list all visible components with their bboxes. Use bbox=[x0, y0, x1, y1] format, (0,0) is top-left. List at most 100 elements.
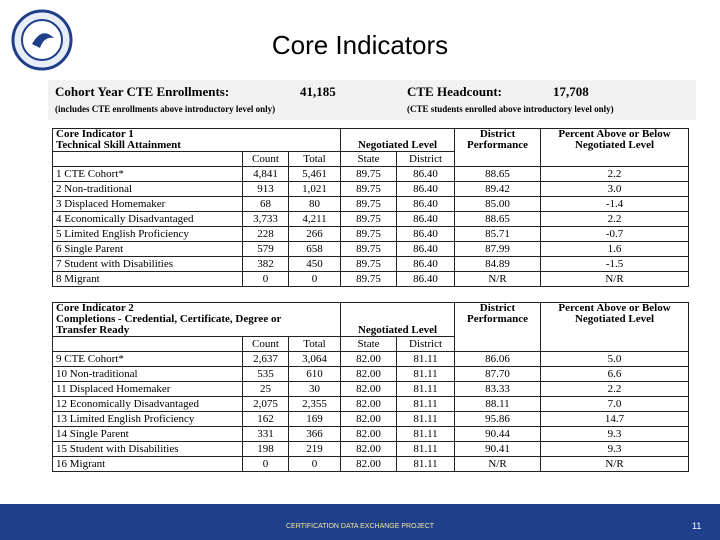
value-cell: 81.11 bbox=[396, 441, 456, 457]
column-header: State bbox=[340, 336, 398, 352]
row-label: 9 CTE Cohort* bbox=[52, 351, 243, 367]
percent-header: Percent Above or Below Negotiated Level bbox=[540, 128, 690, 167]
value-cell: N/R bbox=[540, 456, 690, 472]
data-row: 7 Student with Disabilities 382 450 89.75 86… bbox=[52, 256, 690, 272]
value-cell: 86.40 bbox=[396, 181, 456, 197]
data-row: 16 Migrant 0 0 82.00 81.11 N/R N/R bbox=[52, 456, 690, 472]
value-cell: -1.4 bbox=[540, 196, 690, 212]
value-cell: 86.40 bbox=[396, 271, 456, 287]
value-cell: 0 bbox=[242, 456, 289, 472]
value-cell: 82.00 bbox=[340, 411, 398, 427]
data-row: 5 Limited English Proficiency 228 266 89.75… bbox=[52, 226, 690, 242]
value-cell: 87.99 bbox=[454, 241, 542, 257]
blank-cell bbox=[52, 336, 243, 352]
district-header: District Performance bbox=[454, 128, 542, 167]
value-cell: 658 bbox=[287, 241, 342, 257]
value-cell: 450 bbox=[287, 256, 342, 272]
value-cell: 81.11 bbox=[396, 366, 456, 382]
value-cell: 610 bbox=[287, 366, 342, 382]
value-cell: 88.11 bbox=[454, 396, 542, 412]
value-cell: 89.75 bbox=[340, 211, 398, 227]
blank-cell bbox=[52, 151, 243, 167]
value-cell: 89.75 bbox=[340, 241, 398, 257]
data-row: 2 Non-traditional 913 1,021 89.75 86.40 89.42… bbox=[52, 181, 690, 197]
value-cell: 1,021 bbox=[287, 181, 342, 197]
value-cell: 90.41 bbox=[454, 441, 542, 457]
value-cell: 5,461 bbox=[287, 166, 342, 182]
value-cell: 228 bbox=[242, 226, 289, 242]
value-cell: 366 bbox=[287, 426, 342, 442]
value-cell: 80 bbox=[287, 196, 342, 212]
data-row: 4 Economically Disadvantaged 3,733 4,211 89… bbox=[52, 211, 690, 227]
subheader-row: Count Total State District bbox=[52, 151, 689, 167]
row-label: 10 Non-traditional bbox=[52, 366, 243, 382]
value-cell: 14.7 bbox=[540, 411, 690, 427]
value-cell: 86.40 bbox=[396, 241, 456, 257]
value-cell: 82.00 bbox=[340, 396, 398, 412]
value-cell: 9.3 bbox=[540, 441, 690, 457]
row-label: 13 Limited English Proficiency bbox=[52, 411, 243, 427]
row-label: 15 Student with Disabilities bbox=[52, 441, 243, 457]
row-label: 14 Single Parent bbox=[52, 426, 243, 442]
footer-bar bbox=[0, 504, 720, 540]
footer-project: CERTIFICATION DATA EXCHANGE PROJECT bbox=[285, 523, 435, 530]
row-label: 3 Displaced Homemaker bbox=[52, 196, 243, 212]
value-cell: 7.0 bbox=[540, 396, 690, 412]
row-label: 12 Economically Disadvantaged bbox=[52, 396, 243, 412]
value-cell: 84.89 bbox=[454, 256, 542, 272]
value-cell: 0 bbox=[242, 271, 289, 287]
column-header: District bbox=[396, 336, 456, 352]
value-cell: 2,355 bbox=[287, 396, 342, 412]
data-row: 8 Migrant 0 0 89.75 86.40 N/R N/R bbox=[52, 271, 690, 287]
value-cell: 89.75 bbox=[340, 166, 398, 182]
row-label: 6 Single Parent bbox=[52, 241, 243, 257]
column-header: Total bbox=[287, 336, 342, 352]
value-cell: 89.75 bbox=[340, 256, 398, 272]
value-cell: 81.11 bbox=[396, 411, 456, 427]
row-label: 5 Limited English Proficiency bbox=[52, 226, 243, 242]
value-cell: 81.11 bbox=[396, 396, 456, 412]
data-row: 14 Single Parent 331 366 82.00 81.11 90.44 9.3 bbox=[52, 426, 690, 442]
page-number: 11 bbox=[692, 521, 702, 531]
value-cell: 266 bbox=[287, 226, 342, 242]
header-band bbox=[48, 80, 696, 120]
data-row: 12 Economically Disadvantaged 2,075 2,355 8… bbox=[52, 396, 690, 412]
title-line: Technical Skill Attainment bbox=[56, 139, 181, 151]
value-cell: 198 bbox=[242, 441, 289, 457]
column-header: District bbox=[396, 151, 456, 167]
subheader-row: Count Total State District bbox=[52, 336, 689, 352]
value-cell: N/R bbox=[454, 271, 542, 287]
row-label: 4 Economically Disadvantaged bbox=[52, 211, 243, 227]
value-cell: 90.44 bbox=[454, 426, 542, 442]
value-cell: 86.40 bbox=[396, 196, 456, 212]
value-cell: 89.75 bbox=[340, 271, 398, 287]
value-cell: 2.2 bbox=[540, 211, 690, 227]
row-label: 2 Non-traditional bbox=[52, 181, 243, 197]
value-cell: 68 bbox=[242, 196, 289, 212]
value-cell: 2.2 bbox=[540, 381, 690, 397]
value-cell: 2.2 bbox=[540, 166, 690, 182]
title-line: Transfer Ready bbox=[56, 324, 130, 336]
value-cell: 25 bbox=[242, 381, 289, 397]
value-cell: 30 bbox=[287, 381, 342, 397]
value-cell: 3,733 bbox=[242, 211, 289, 227]
value-cell: 81.11 bbox=[396, 351, 456, 367]
value-cell: 162 bbox=[242, 411, 289, 427]
value-cell: 0 bbox=[287, 271, 342, 287]
value-cell: 9.3 bbox=[540, 426, 690, 442]
value-cell: N/R bbox=[454, 456, 542, 472]
value-cell: 82.00 bbox=[340, 456, 398, 472]
value-cell: 86.40 bbox=[396, 226, 456, 242]
table-title: Core Indicator 1 Technical Skill Attainme… bbox=[51, 128, 342, 152]
value-cell: 83.33 bbox=[454, 381, 542, 397]
data-row: 9 CTE Cohort* 2,637 3,064 82.00 81.11 86.06 5.… bbox=[52, 351, 690, 367]
value-cell: 86.40 bbox=[396, 211, 456, 227]
value-cell: 89.75 bbox=[340, 226, 398, 242]
value-cell: 88.65 bbox=[454, 166, 542, 182]
value-cell: 95.86 bbox=[454, 411, 542, 427]
value-cell: 82.00 bbox=[340, 381, 398, 397]
value-cell: 89.42 bbox=[454, 181, 542, 197]
enrollments-value: 41,185 bbox=[300, 84, 336, 99]
value-cell: 82.00 bbox=[340, 441, 398, 457]
